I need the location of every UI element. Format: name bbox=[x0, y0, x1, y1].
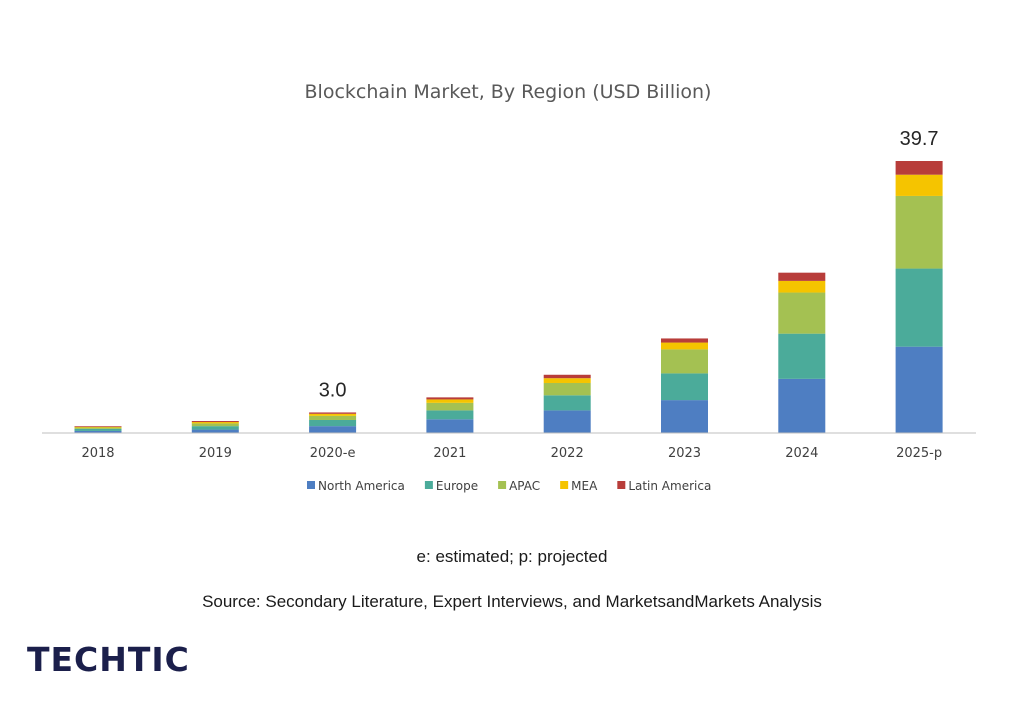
bar-2023-latin-america bbox=[661, 338, 708, 343]
bar-2023-europe bbox=[661, 373, 708, 401]
bar-2018-europe bbox=[74, 428, 122, 431]
x-tick-label: 2019 bbox=[199, 446, 232, 461]
bar-2021-north-america bbox=[426, 419, 474, 433]
bar-2018-mea bbox=[74, 426, 122, 428]
bar-2019-latin-america bbox=[191, 421, 239, 423]
bars-group bbox=[74, 161, 943, 433]
x-tick-label: 2020-e bbox=[310, 446, 356, 461]
bar-2018-apac bbox=[74, 427, 122, 429]
bar-2020-e-latin-america bbox=[309, 412, 357, 414]
x-tick-label: 2022 bbox=[551, 446, 584, 461]
bar-2018-latin-america bbox=[74, 426, 122, 427]
bar-2019-north-america bbox=[191, 429, 239, 433]
bar-2022-latin-america bbox=[543, 374, 591, 379]
bar-2025-p-latin-america bbox=[895, 161, 943, 175]
bar-2025-p-europe bbox=[895, 268, 943, 347]
data-labels: 3.0 39.7 bbox=[319, 128, 939, 401]
bar-2020-e-north-america bbox=[309, 426, 357, 433]
bar-2022-europe bbox=[543, 395, 591, 411]
techtic-logo: TECHTIC bbox=[27, 640, 190, 679]
bar-2019-apac bbox=[191, 423, 239, 427]
bar-2024-apac bbox=[778, 292, 826, 334]
x-tick-label: 2025-p bbox=[896, 446, 942, 461]
x-tick-label: 2024 bbox=[785, 446, 818, 461]
bar-2023-mea bbox=[661, 342, 708, 350]
bar-2025-p-north-america bbox=[895, 346, 943, 433]
bar-2022-apac bbox=[543, 382, 591, 396]
legend: North America Europe APAC MEA Latin America bbox=[307, 479, 711, 493]
estimate-note: e: estimated; p: projected bbox=[416, 547, 608, 566]
bar-2020-e-mea bbox=[309, 413, 357, 416]
bar-2020-e-europe bbox=[309, 419, 357, 427]
bar-2024-mea bbox=[778, 280, 826, 293]
bar-2022-north-america bbox=[543, 410, 591, 433]
source-note: Source: Secondary Literature, Expert Int… bbox=[202, 592, 822, 611]
data-label: 3.0 bbox=[319, 379, 347, 401]
bar-2024-europe bbox=[778, 333, 826, 379]
bar-2019-europe bbox=[191, 426, 239, 430]
legend-label-apac: APAC bbox=[509, 479, 540, 493]
x-tick-label: 2021 bbox=[433, 446, 466, 461]
legend-swatch-europe bbox=[424, 481, 433, 489]
bar-2024-latin-america bbox=[778, 272, 826, 281]
bar-2021-latin-america bbox=[426, 397, 474, 400]
bar-2018-north-america bbox=[74, 430, 122, 433]
bar-2023-north-america bbox=[661, 400, 708, 433]
legend-swatch-north-america bbox=[307, 481, 315, 489]
bar-2022-mea bbox=[543, 378, 591, 383]
x-tick-labels: 2018 2019 2020-e 2021 2022 2023 2024 2025-p bbox=[81, 446, 942, 461]
x-tick-label: 2018 bbox=[81, 446, 114, 461]
data-label: 39.7 bbox=[900, 128, 939, 150]
legend-label-latin-america: Latin America bbox=[628, 479, 711, 493]
legend-label-north-america: North America bbox=[318, 479, 405, 493]
legend-label-europe: Europe bbox=[436, 479, 478, 493]
legend-swatch-apac bbox=[498, 481, 507, 489]
legend-swatch-mea bbox=[560, 481, 569, 489]
bar-2021-mea bbox=[426, 399, 474, 403]
bar-2025-p-apac bbox=[895, 195, 943, 269]
legend-label-mea: MEA bbox=[571, 479, 598, 493]
bar-2019-mea bbox=[191, 422, 239, 424]
bar-2025-p-mea bbox=[895, 174, 943, 196]
bar-2023-apac bbox=[661, 349, 708, 374]
chart-title: Blockchain Market, By Region (USD Billio… bbox=[305, 81, 712, 103]
bar-2024-north-america bbox=[778, 378, 826, 433]
x-tick-label: 2023 bbox=[668, 446, 701, 461]
bar-2020-e-apac bbox=[309, 415, 357, 420]
legend-swatch-latin-america bbox=[617, 481, 626, 489]
blockchain-market-chart: Blockchain Market, By Region (USD Billio… bbox=[42, 81, 976, 493]
bar-2021-apac bbox=[426, 402, 474, 411]
bar-2021-europe bbox=[426, 410, 474, 420]
